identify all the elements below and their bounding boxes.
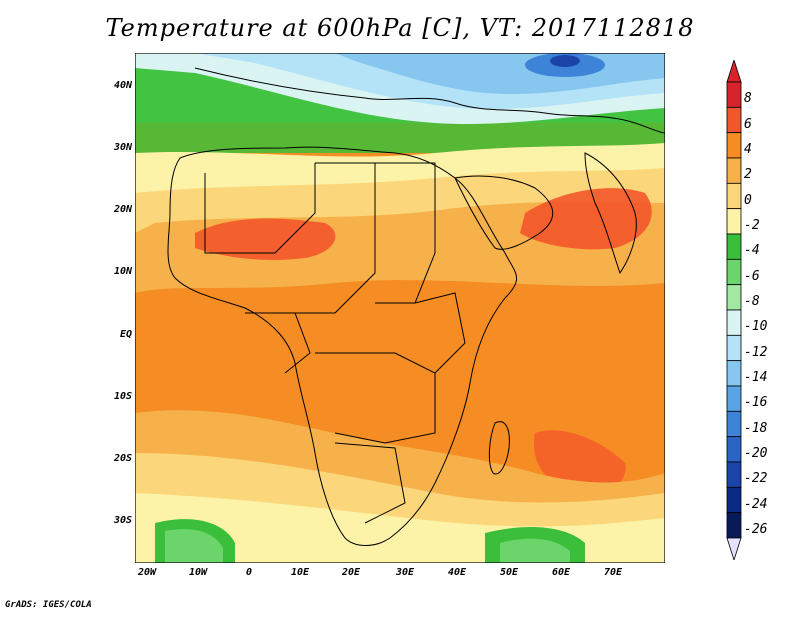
- colorbar-tick-label: -4: [744, 243, 760, 259]
- colorbar-swatches: [726, 60, 742, 560]
- africa-coastline: [167, 146, 517, 546]
- internal-border-4: [315, 352, 436, 444]
- colorbar-swatch: [726, 132, 742, 159]
- colorbar-tick-label: -16: [744, 395, 768, 411]
- lon-label-10w: 10W: [188, 567, 208, 578]
- lat-label-20n: 20N: [113, 204, 132, 215]
- lon-label-0: 0: [245, 567, 253, 578]
- colorbar: [726, 60, 742, 560]
- europe-coast: [194, 67, 665, 134]
- colorbar-swatch: [726, 284, 742, 311]
- internal-border-6: [245, 312, 311, 374]
- lon-label-70e: 70E: [603, 567, 623, 578]
- internal-border-2: [295, 162, 376, 314]
- colorbar-swatch: [726, 385, 742, 412]
- lat-label-40n: 40N: [113, 80, 132, 91]
- colorbar-tick-label: 8: [744, 91, 752, 107]
- colorbar-tick-label: -12: [744, 344, 768, 360]
- colorbar-tick-label: -8: [744, 294, 760, 309]
- india-outline: [584, 152, 637, 275]
- colorbar-swatch: [726, 461, 742, 488]
- field-hot-sahel: [195, 218, 336, 260]
- lat-label-eq: EQ: [119, 329, 132, 340]
- country-borders: [167, 67, 665, 546]
- colorbar-swatch: [726, 106, 742, 134]
- colorbar-tick-label: -24: [744, 496, 768, 512]
- colorbar-swatch: [726, 334, 742, 362]
- colorbar-tick-label: -2: [744, 218, 760, 233]
- lon-label-60e: 60E: [551, 567, 571, 578]
- lon-label-30e: 30E: [395, 567, 415, 578]
- colorbar-swatch: [726, 436, 742, 463]
- colorbar-tick-label: -18: [744, 420, 768, 436]
- colorbar-tick-label: -10: [744, 319, 768, 335]
- lat-label-10n: 10N: [113, 266, 132, 277]
- colorbar-tick-label: 6: [744, 116, 752, 132]
- colorbar-swatch: [726, 410, 742, 438]
- lon-label-10e: 10E: [290, 567, 310, 578]
- colorbar-swatch: [726, 258, 742, 286]
- internal-border-7: [414, 292, 466, 374]
- grads-credit: GrADS: IGES/COLA: [5, 600, 92, 610]
- colorbar-swatch: [726, 360, 742, 387]
- colorbar-swatch: [726, 157, 742, 184]
- colorbar-tick-label: 4: [744, 142, 752, 157]
- colorbar-arrow-top: [726, 60, 742, 83]
- map-title: Temperature at 600hPa [C], VT: 201711281…: [105, 14, 695, 42]
- field-pale-sahara: [135, 168, 665, 253]
- colorbar-tick-label: -14: [744, 370, 768, 385]
- field-lightgreen-se: [500, 538, 570, 563]
- lon-label-40e: 40E: [447, 567, 467, 578]
- colorbar-tick-label: 2: [744, 167, 752, 183]
- colorbar-swatch: [726, 182, 742, 210]
- map-panel: [135, 53, 665, 563]
- lon-label-20e: 20E: [341, 567, 361, 578]
- colorbar-swatch: [726, 486, 742, 514]
- internal-border-1: [204, 163, 316, 254]
- lat-label-20s: 20S: [113, 453, 132, 464]
- field-lightgreen-sw: [165, 528, 223, 563]
- field-navy-north: [550, 55, 580, 67]
- internal-border-5: [334, 442, 406, 524]
- colorbar-tick-label: -22: [744, 471, 768, 487]
- madagascar-outline: [488, 421, 510, 475]
- arabia-outline: [454, 175, 554, 250]
- lat-label-10s: 10S: [113, 391, 132, 402]
- colorbar-swatch: [726, 512, 742, 539]
- field-hot-arabia: [520, 188, 652, 250]
- temperature-map: [135, 53, 665, 563]
- colorbar-tick-label: 0: [744, 192, 752, 208]
- colorbar-swatch: [726, 233, 742, 260]
- colorbar-swatch: [726, 81, 742, 108]
- internal-border-3: [375, 162, 436, 304]
- colorbar-swatch: [726, 208, 742, 235]
- colorbar-tick-label: -26: [744, 522, 768, 537]
- lon-label-20w: 20W: [137, 567, 157, 578]
- colorbar-tick-label: -6: [744, 268, 760, 284]
- colorbar-arrow-bottom: [726, 537, 742, 560]
- lat-label-30n: 30N: [113, 142, 132, 153]
- lon-label-50e: 50E: [499, 567, 519, 578]
- colorbar-swatch: [726, 309, 742, 336]
- lat-label-30s: 30S: [113, 515, 132, 526]
- colorbar-tick-label: -20: [744, 446, 768, 461]
